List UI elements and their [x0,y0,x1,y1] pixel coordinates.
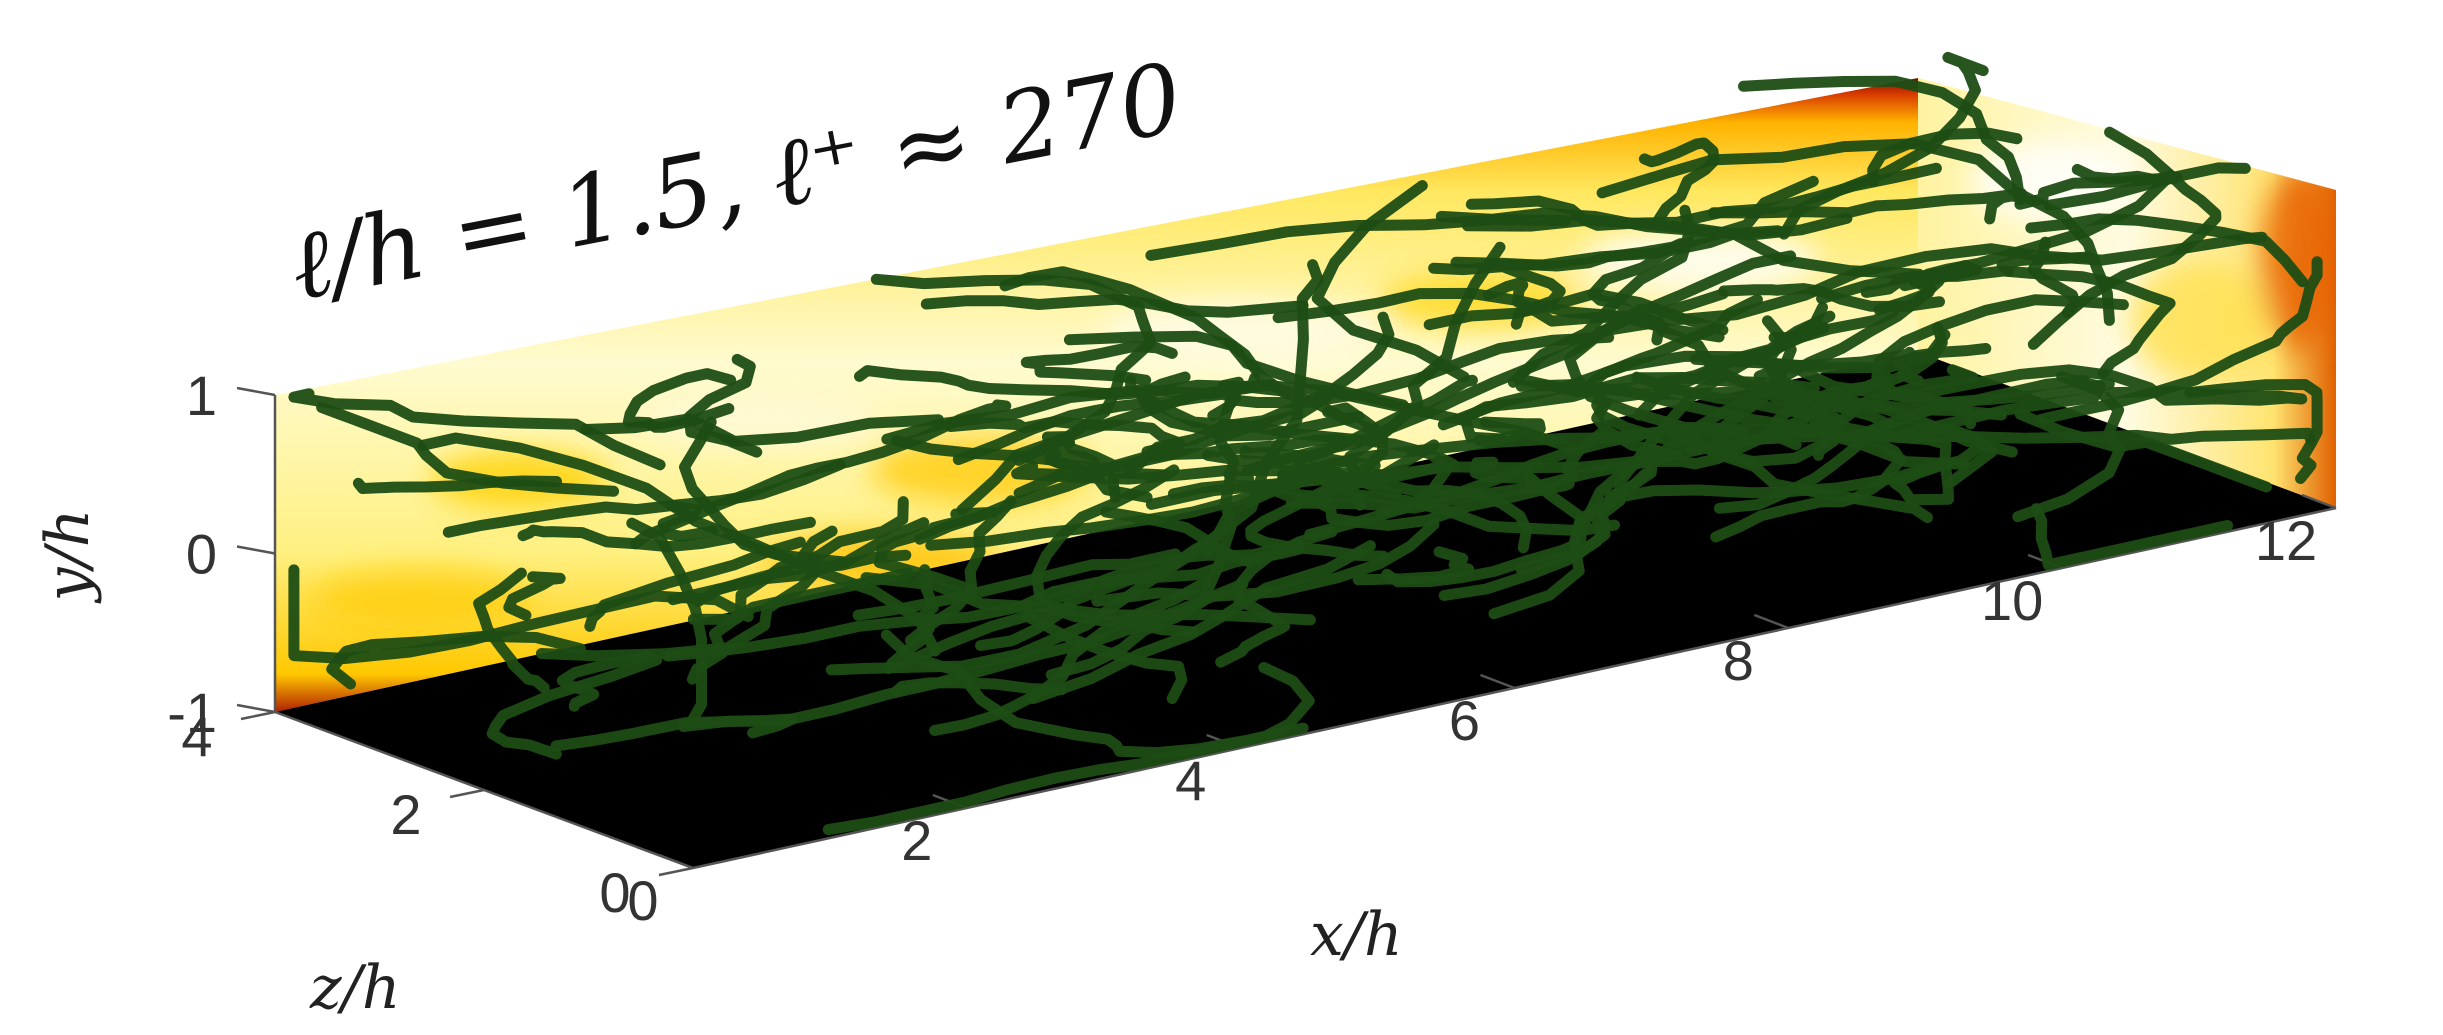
y-tick-label: 1 [186,364,217,427]
fiber [473,567,550,694]
fiber [929,576,1212,736]
fiber [1167,479,1368,511]
z-tick-label: 0 [599,861,630,924]
fiber [2025,213,2308,288]
fiber [1021,610,1188,704]
fiber [1145,214,1572,261]
fiber [2184,379,2323,484]
fiber [1100,506,1256,568]
fiber [1897,364,2308,406]
x-tick-mark [1480,673,1515,690]
x-tick-label: 12 [2255,509,2317,572]
fiber [687,567,914,625]
fiber [945,416,1186,458]
z-axis-title: z/h [309,953,400,1023]
fiber [1638,137,1720,231]
x-tick-mark [2301,493,2337,510]
y-tick-mark [236,545,276,555]
fiber [1596,138,2115,326]
fiber [1381,445,1664,588]
fiber-trajectories [288,51,2323,836]
fiber [1272,287,1725,343]
y-tick-mark [236,386,276,397]
fiber [679,416,849,568]
fiber [442,458,846,538]
fiber [1246,364,1979,492]
fiber [352,475,562,494]
fiber [1027,540,1376,704]
fiber [1020,340,1178,386]
fiber [852,548,1181,621]
fiber [683,353,763,458]
fiber [1996,251,2095,277]
fiber [326,630,586,690]
fiber [550,578,1249,752]
fiber [1708,188,2029,225]
fiber [556,649,654,712]
fiber [417,432,941,657]
fiber [1277,469,1620,537]
fiber [854,365,1295,400]
fiber [1512,306,1899,398]
y-axis-title: y/h [33,509,103,605]
z-tick-label: 2 [390,783,421,846]
z-tick-label: 4 [181,705,212,768]
y-tick-label: -1 [167,681,217,744]
z-tick-mark [658,866,694,877]
fiber [503,571,566,621]
x-tick-label: 10 [1981,569,2043,632]
x-tick-mark [1753,613,1789,630]
fiber [657,500,719,542]
fiber [822,662,1315,836]
fiber [1438,445,1660,601]
y-tick-mark [236,703,276,714]
fiber [1710,428,1907,543]
fiber [486,654,663,760]
fiber [891,435,1153,503]
fiber [667,517,930,606]
fiber [2030,503,2234,571]
fiber [1898,374,2106,440]
fiber [1473,416,1546,447]
fiber [883,564,1076,674]
y-tick-label: 0 [186,523,217,586]
fiber [288,564,754,664]
x-tick-mark [658,853,694,870]
z-tick-mark [449,788,485,799]
x-axis-title: x/h [1310,900,1403,970]
fiber [1633,310,1836,421]
fiber [1344,241,1506,500]
x-tick-label: 8 [1723,629,1754,692]
fiber [1738,75,2026,206]
x-tick-label: 6 [1449,689,1480,752]
fiber [1013,392,1333,499]
x-tick-label: 0 [627,869,658,932]
fiber [1465,162,1942,231]
fiber [1833,401,1998,506]
fiber [1031,464,1199,638]
bottom-wall-field [275,352,2336,868]
fiber [2014,162,2251,210]
fiber [686,496,909,685]
z-tick-mark [240,710,276,721]
fiber [1241,250,1797,476]
fiber [1091,518,1440,607]
fiber [1564,304,1820,439]
fiber [2014,408,2272,493]
fiber [2035,256,2323,425]
fiber [288,388,666,471]
fiber [1038,437,1100,468]
fiber [1762,315,2317,445]
fiber [1507,204,1696,388]
fiber [925,474,1312,551]
fiber [1816,265,2176,379]
